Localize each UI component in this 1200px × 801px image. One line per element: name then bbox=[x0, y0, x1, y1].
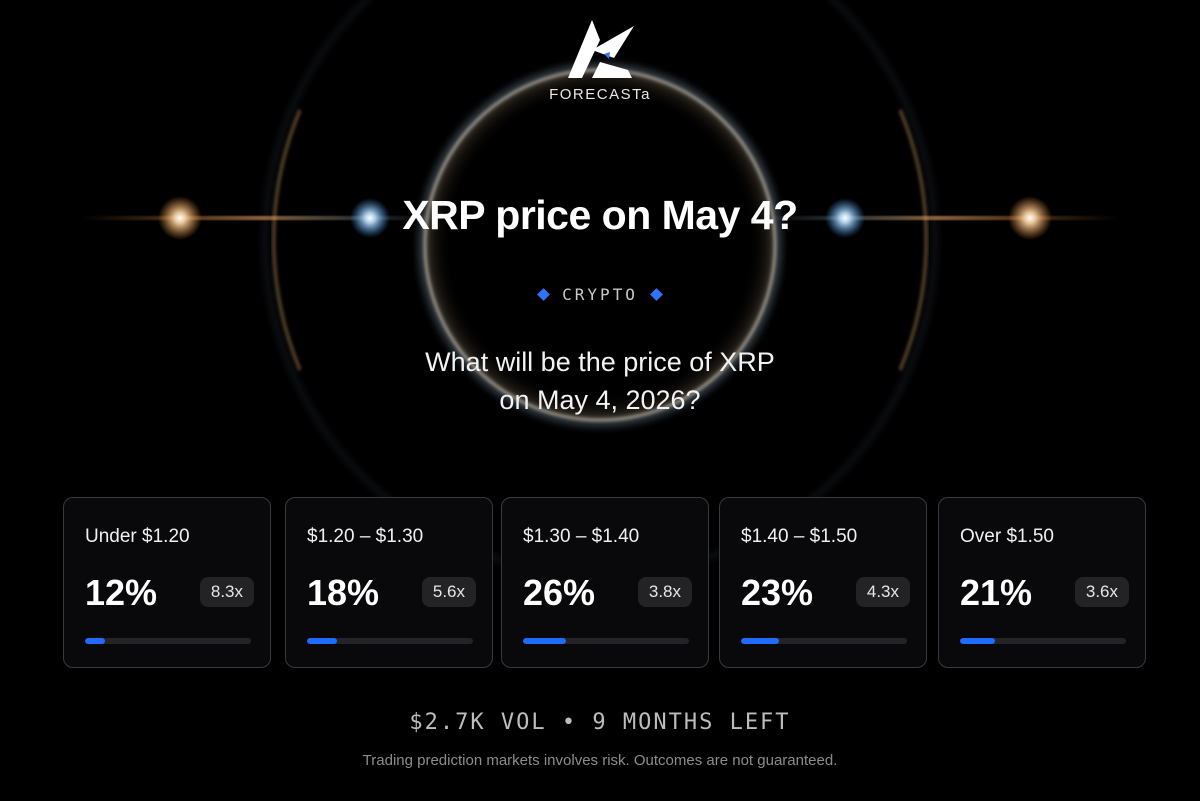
category-label: CRYPTO bbox=[562, 285, 638, 304]
outcome-multiplier: 3.6x bbox=[1074, 577, 1129, 607]
probability-bar bbox=[741, 638, 907, 644]
market-stats: $2.7K VOL • 9 MONTHS LEFT bbox=[409, 710, 791, 735]
probability-bar-fill bbox=[85, 638, 105, 644]
risk-disclaimer: Trading prediction markets involves risk… bbox=[362, 752, 838, 769]
probability-bar-fill bbox=[307, 638, 337, 644]
probability-bar bbox=[523, 638, 689, 644]
brand-name: FORECASTa bbox=[549, 86, 651, 103]
probability-bar-fill bbox=[741, 638, 780, 644]
question-line: What will be the price of XRP bbox=[425, 347, 775, 377]
outcome-range: $1.40 – $1.50 bbox=[741, 526, 858, 547]
outcome-card-1-20-1-30[interactable]: $1.20 – $1.30 18% 5.6x bbox=[285, 497, 493, 668]
outcome-range: Over $1.50 bbox=[960, 526, 1054, 547]
probability-bar bbox=[307, 638, 473, 644]
brand-logo: FORECASTa bbox=[540, 18, 660, 103]
outcome-card-over-1-50[interactable]: Over $1.50 21% 3.6x bbox=[938, 497, 1146, 668]
outcome-percent: 21% bbox=[960, 572, 1033, 613]
outcome-cards: Under $1.20 12% 8.3x $1.20 – $1.30 18% 5… bbox=[63, 497, 1146, 670]
outcome-range: $1.20 – $1.30 bbox=[307, 526, 424, 547]
outcome-card-under-1-20[interactable]: Under $1.20 12% 8.3x bbox=[63, 497, 271, 668]
outcome-percent: 12% bbox=[85, 572, 158, 613]
forecasta-logo-icon bbox=[568, 20, 634, 78]
probability-bar-fill bbox=[960, 638, 995, 644]
outcome-multiplier: 3.8x bbox=[637, 577, 692, 607]
outcome-card-1-30-1-40[interactable]: $1.30 – $1.40 26% 3.8x bbox=[501, 497, 709, 668]
outcome-range: $1.30 – $1.40 bbox=[523, 526, 640, 547]
category-tag: CRYPTO bbox=[0, 285, 1200, 304]
outcome-percent: 23% bbox=[741, 572, 814, 613]
outcome-range: Under $1.20 bbox=[85, 526, 190, 547]
probability-bar bbox=[960, 638, 1126, 644]
outcome-card-1-40-1-50[interactable]: $1.40 – $1.50 23% 4.3x bbox=[719, 497, 927, 668]
probability-bar-fill bbox=[523, 638, 567, 644]
outcome-multiplier: 5.6x bbox=[421, 577, 476, 607]
probability-bar bbox=[85, 638, 251, 644]
market-title: XRP price on May 4? bbox=[402, 192, 798, 238]
question-line: on May 4, 2026? bbox=[499, 385, 701, 415]
outcome-multiplier: 4.3x bbox=[855, 577, 910, 607]
outcome-multiplier: 8.3x bbox=[199, 577, 254, 607]
outcome-percent: 18% bbox=[307, 572, 380, 613]
diamond-icon bbox=[537, 288, 550, 301]
outcome-percent: 26% bbox=[523, 572, 596, 613]
diamond-icon bbox=[650, 288, 663, 301]
market-question: What will be the price of XRP on May 4, … bbox=[0, 343, 1200, 419]
